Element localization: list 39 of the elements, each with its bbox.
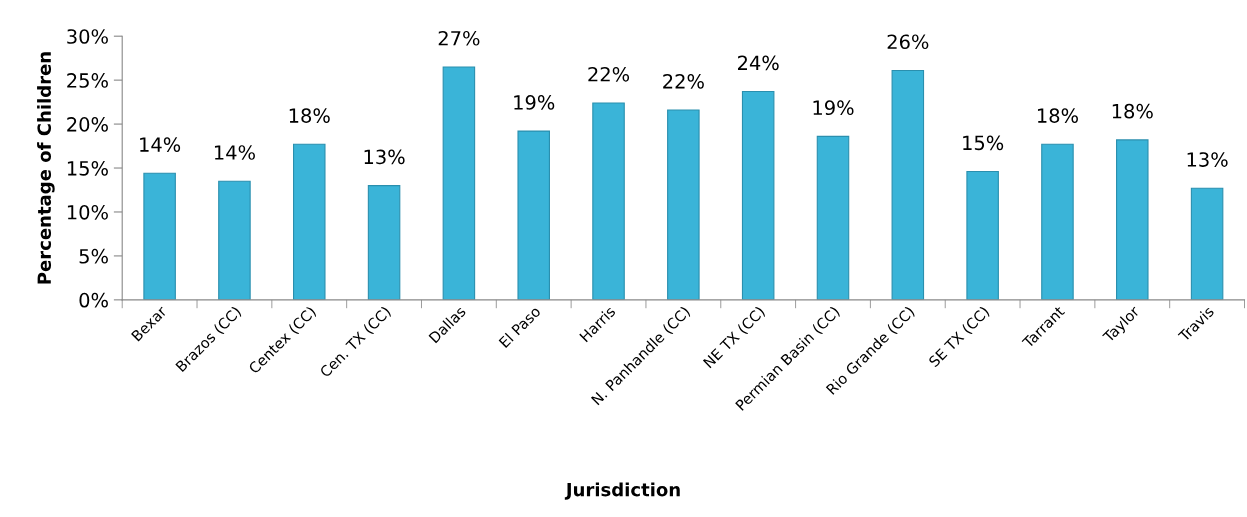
y-tick-label: 0%: [79, 292, 108, 308]
data-label: 26%: [887, 34, 929, 50]
bar: [816, 135, 850, 300]
bar: [741, 91, 775, 300]
bar: [1041, 143, 1074, 300]
data-label: 22%: [588, 66, 630, 82]
bar: [1190, 187, 1224, 300]
bar: [218, 180, 251, 300]
data-label: 14%: [214, 145, 255, 160]
x-axis-title: Jurisdiction: [564, 482, 680, 500]
data-label: 19%: [813, 100, 854, 116]
bar: [891, 69, 925, 300]
bar: [966, 170, 999, 300]
data-label: 15%: [963, 135, 1004, 151]
y-tick-label: 20%: [67, 117, 108, 132]
y-tick-label: 10%: [67, 204, 108, 220]
data-label: 27%: [438, 30, 480, 46]
data-label: 18%: [289, 108, 330, 123]
bar: [292, 143, 326, 300]
data-label: 22%: [663, 73, 704, 89]
bar: [667, 109, 700, 300]
bar: [442, 66, 476, 300]
y-tick-label: 25%: [67, 73, 108, 88]
data-label: 24%: [737, 55, 779, 71]
y-tick-label: 5%: [79, 248, 108, 264]
bar: [143, 172, 176, 300]
bar: [592, 102, 625, 300]
bar: [1116, 139, 1149, 300]
data-label: 14%: [140, 137, 181, 152]
bar: [367, 185, 401, 300]
y-axis-title: Percentage of Children: [37, 52, 55, 284]
data-label: 19%: [514, 95, 555, 110]
data-label: 18%: [1037, 108, 1078, 123]
bar: [517, 130, 550, 300]
y-tick-label: 30%: [67, 29, 108, 44]
data-label: 13%: [364, 149, 405, 165]
data-label: 13%: [1187, 152, 1228, 167]
data-label: 18%: [1112, 103, 1153, 119]
y-tick-label: 15%: [67, 160, 108, 176]
